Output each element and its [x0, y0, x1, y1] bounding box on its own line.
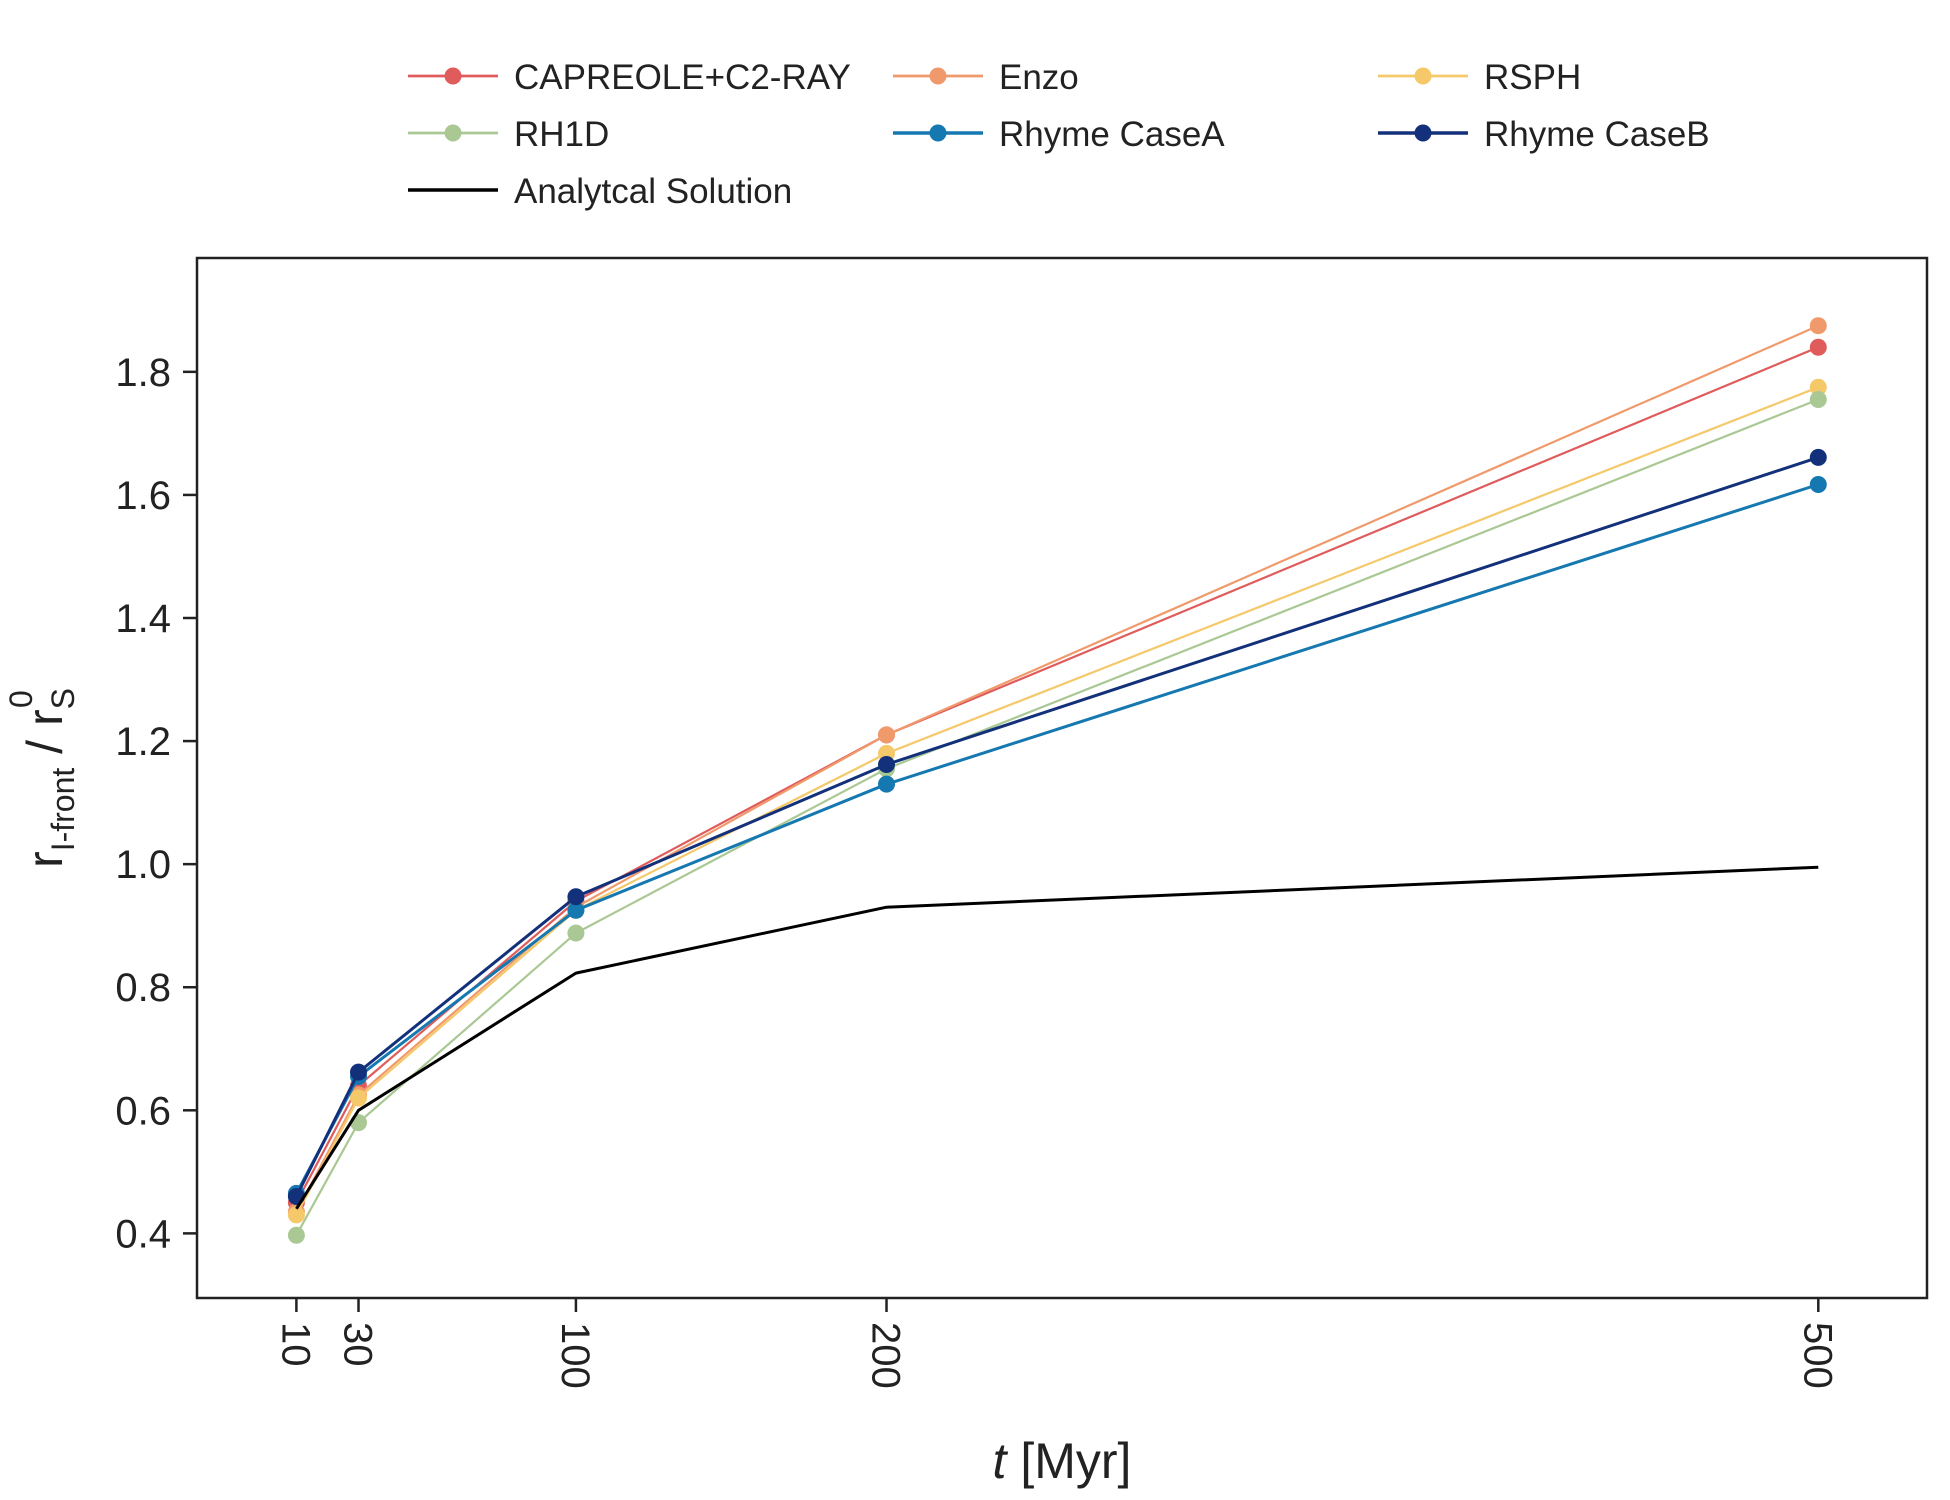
series-line: [295, 483, 1819, 1195]
x-tick-label: 10: [273, 1322, 317, 1367]
y-tick-label: 1.2: [115, 720, 171, 764]
legend-label: Rhyme CaseA: [999, 115, 1225, 154]
data-point: [350, 1114, 368, 1132]
legend-swatch-marker: [1414, 124, 1432, 142]
data-point: [1809, 338, 1827, 356]
y-axis: 0.4 0.6 0.8 1.0 1.2 1.4 1.6 1.8: [115, 351, 197, 1256]
data-point: [287, 1187, 305, 1205]
legend-label: RSPH: [1484, 58, 1581, 97]
data-point: [350, 1063, 368, 1081]
y-tick-label: 0.8: [115, 966, 171, 1010]
x-tick-label: 30: [336, 1322, 380, 1367]
legend-label: RH1D: [514, 115, 609, 154]
y-tick-label: 1.6: [115, 474, 171, 518]
y-tick-label: 1.8: [115, 351, 171, 395]
series-group: [287, 317, 1827, 1244]
data-point: [1809, 391, 1827, 409]
data-point: [567, 888, 585, 906]
data-point: [567, 901, 585, 919]
x-tick-label: 100: [553, 1322, 597, 1389]
data-point: [287, 1226, 305, 1244]
data-point: [287, 1206, 305, 1224]
x-axis-label-unit: [Myr]: [1006, 1433, 1131, 1489]
data-point: [350, 1089, 368, 1107]
data-point: [1809, 475, 1827, 493]
y-tick-label: 0.4: [115, 1212, 171, 1256]
legend: CAPREOLE+C2-RAY Enzo RSPH RH1D Rhyme CaseA Rh…: [408, 58, 1710, 211]
y-tick-label: 0.6: [115, 1089, 171, 1133]
data-point: [878, 775, 896, 793]
y-axis-label-main: r: [17, 851, 73, 868]
x-axis: 10 30 100 200 500: [273, 1298, 1839, 1389]
data-point: [1809, 317, 1827, 335]
x-tick-label: 200: [864, 1322, 908, 1389]
legend-swatch-marker: [929, 67, 947, 85]
y-tick-label: 1.4: [115, 597, 171, 641]
series-line: [295, 346, 1819, 1204]
y-axis-label-subscript-2: S: [45, 688, 81, 709]
series-line: [295, 398, 1819, 1236]
series-line: [295, 455, 1819, 1198]
series-line: [295, 386, 1819, 1216]
x-axis-label-variable: t: [993, 1433, 1009, 1489]
plot-frame: [195, 256, 1929, 1300]
series-line: [295, 324, 1819, 1213]
y-axis-label: rI-front / rS0: [3, 688, 81, 868]
legend-label: Rhyme CaseB: [1484, 115, 1710, 154]
legend-label: Enzo: [999, 58, 1079, 97]
y-axis-label-subscript: I-front: [45, 768, 81, 852]
y-axis-label-superscript: 0: [3, 690, 39, 708]
data-point: [878, 755, 896, 773]
x-axis-label: t [Myr]: [993, 1433, 1132, 1489]
legend-swatch-marker: [444, 124, 462, 142]
data-point: [878, 726, 896, 744]
legend-swatch-marker: [929, 124, 947, 142]
data-point: [567, 924, 585, 942]
y-tick-label: 1.0: [115, 843, 171, 887]
legend-swatch-marker: [444, 67, 462, 85]
series-line: [295, 865, 1819, 1210]
data-point: [1809, 378, 1827, 396]
data-point: [1809, 448, 1827, 466]
legend-label: CAPREOLE+C2-RAY: [514, 58, 851, 97]
legend-swatch-marker: [1414, 67, 1432, 85]
legend-label: Analytcal Solution: [514, 172, 792, 211]
y-axis-label-separator: / r: [17, 709, 73, 767]
x-tick-label: 500: [1795, 1322, 1839, 1389]
